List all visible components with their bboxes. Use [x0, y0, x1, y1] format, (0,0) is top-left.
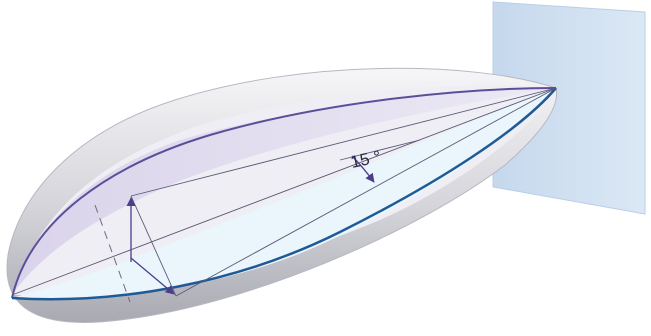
ray-lower — [175, 87, 557, 297]
dashed-construction-line — [94, 204, 131, 303]
width-arrow-diagonal — [130, 257, 175, 295]
axis-line — [11, 87, 557, 296]
rim-lower — [11, 87, 557, 301]
rim-upper — [11, 87, 557, 299]
angle-arc-arrow — [351, 155, 375, 183]
ray-upper — [130, 87, 557, 197]
chord-line — [130, 195, 177, 297]
upper-surface — [12, 88, 556, 295]
